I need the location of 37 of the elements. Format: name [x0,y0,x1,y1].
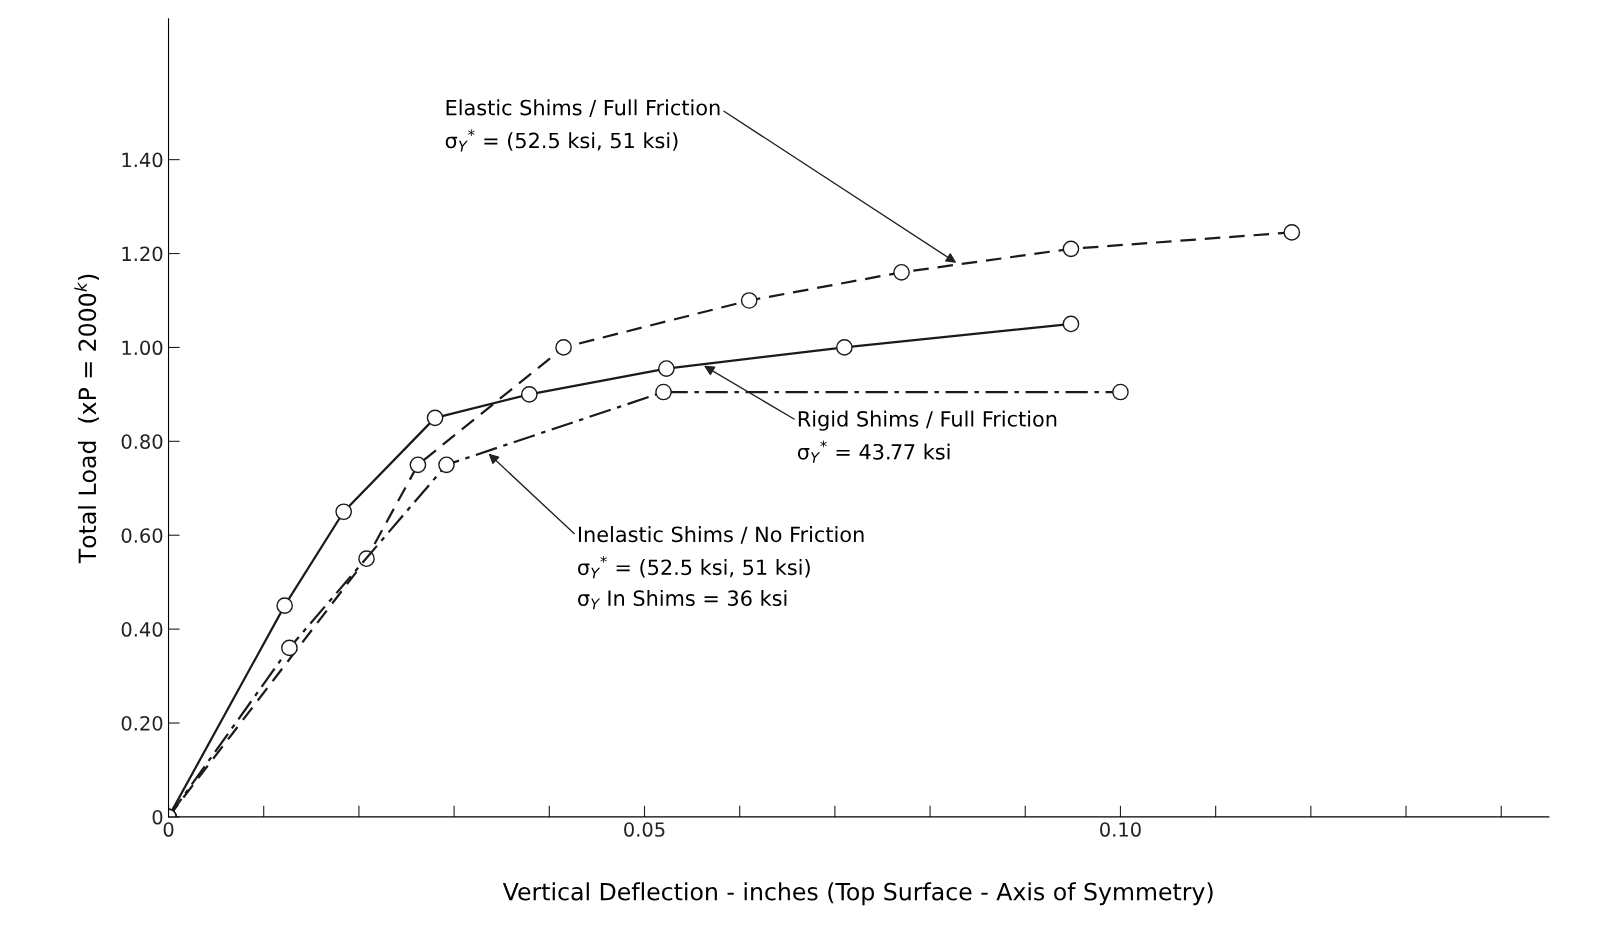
annotation: σ$_{Y}$$^{*}$ = (52.5 ksi, 51 ksi) [578,556,810,579]
point [1283,224,1301,241]
point [1062,240,1080,258]
annotation: σ$_{Y}$$^{*}$ = 43.77 ksi [797,440,950,463]
point [276,597,293,614]
point [426,409,444,427]
annotation: Elastic Shims / Full Friction [446,99,720,118]
y-tick-label: 0.20 [121,715,163,731]
x-tick-label: 0.10 [1100,822,1141,837]
point [893,263,910,281]
y-axis-title: Total Load (xP = 2000$^{k}$) [74,274,99,564]
y-tick-label: 0.60 [121,528,163,543]
y-tick-label: 1.20 [122,246,163,262]
y-tick-label: 0 [152,809,163,825]
y-tick-label: 1.00 [122,340,163,356]
y-tick-label: 0.80 [121,434,163,449]
point [520,386,538,403]
annotation: σ$_{Y}$$^{*}$ = (52.5 ksi, 51 ksi) [445,129,678,152]
point [655,383,672,401]
point [1062,315,1080,333]
x-tick-label: 0 [163,822,174,837]
point [658,360,675,377]
point [438,456,455,474]
x-tick-label: 0.05 [624,822,665,837]
point [409,456,427,474]
annotation: σ$_{Y}$ In Shims = 36 ksi [578,589,787,610]
annotation: Inelastic Shims / No Friction [578,526,864,544]
point [1112,383,1129,401]
y-tick-label: 1.40 [122,152,163,168]
point [555,339,572,356]
point [281,639,298,657]
annotation: Rigid Shims / Full Friction [798,410,1057,431]
point [740,292,758,309]
x-axis-title: Vertical Deflection - inches (Top Surface - Axis of Symmetry) [502,882,1213,906]
y-tick-label: 0.40 [121,622,163,637]
point [836,339,853,356]
point [335,503,353,521]
